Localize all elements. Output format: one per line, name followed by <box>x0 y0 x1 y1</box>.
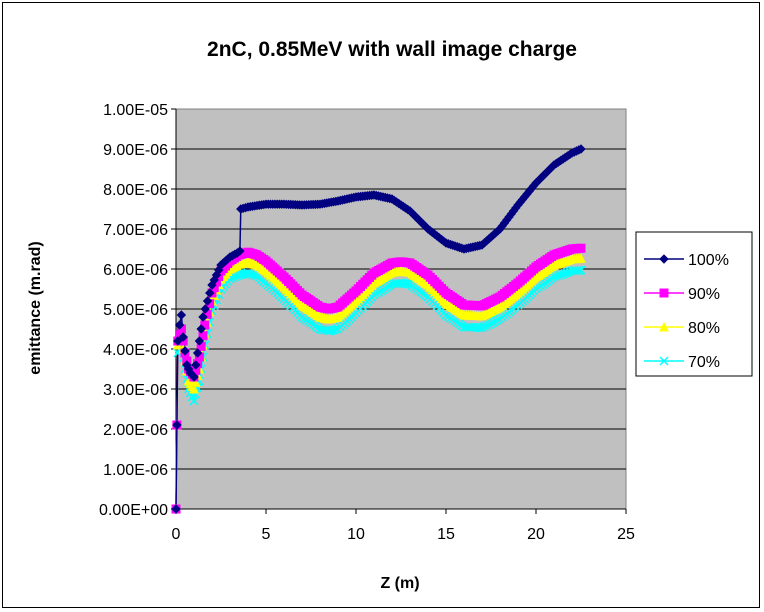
series-markers <box>171 144 586 514</box>
data-point <box>403 279 413 289</box>
y-tick-label: 5.00E-06 <box>103 302 168 319</box>
y-tick-label: 8.00E-06 <box>103 182 168 199</box>
data-point <box>481 321 492 331</box>
data-point <box>178 332 188 342</box>
legend-marker <box>659 321 669 332</box>
data-point <box>196 324 206 334</box>
data-point <box>229 272 240 282</box>
legend-box <box>635 231 753 377</box>
y-axis-label: emittance (m.rad) <box>27 241 44 374</box>
gridlines <box>171 108 627 514</box>
data-point <box>176 310 187 320</box>
data-point <box>192 348 203 358</box>
data-point <box>198 312 208 322</box>
legend: 100% 90% 80% 70% <box>635 231 753 377</box>
x-tick-label: 25 <box>617 526 635 543</box>
data-point <box>250 270 260 280</box>
data-point <box>488 317 498 327</box>
data-point <box>576 243 586 253</box>
data-point <box>171 504 181 514</box>
data-point <box>173 336 183 346</box>
data-point <box>235 246 245 256</box>
data-point <box>484 319 494 330</box>
y-tick-label: 4.00E-06 <box>103 342 168 359</box>
data-point <box>189 372 199 382</box>
data-point <box>576 253 586 263</box>
chart-title: 2nC, 0.85MeV with wall image charge <box>207 38 577 61</box>
x-tick-labels: 0 5 10 15 20 25 <box>172 526 635 543</box>
series-points-100% <box>171 144 586 514</box>
data-point <box>189 396 199 406</box>
data-point <box>331 324 341 335</box>
y-tick-labels: 0.00E+00 1.00E-06 2.00E-06 3.00E-06 4.00E-06… <box>99 102 168 519</box>
legend-label: 70% <box>688 354 720 371</box>
data-point <box>191 360 201 370</box>
data-point <box>189 383 199 394</box>
data-point <box>479 322 489 332</box>
legend-marker <box>659 356 669 366</box>
data-point <box>190 377 201 387</box>
series-points-70% <box>171 265 586 514</box>
data-point <box>477 323 487 333</box>
x-tick-label: 10 <box>347 526 365 543</box>
x-tick-label: 0 <box>172 526 181 543</box>
legend-marker <box>659 288 669 298</box>
y-tick-label: 1.00E-06 <box>103 462 168 479</box>
data-point <box>576 265 586 275</box>
y-tick-label: 0.00E+00 <box>99 502 168 519</box>
data-point <box>574 265 584 275</box>
x-tick-label: 5 <box>262 526 271 543</box>
data-point <box>172 420 182 430</box>
y-tick-label: 3.00E-06 <box>103 382 168 399</box>
data-point <box>486 318 496 328</box>
y-tick-label: 2.00E-06 <box>103 422 168 439</box>
data-point <box>205 288 215 298</box>
data-point <box>174 320 185 330</box>
data-point <box>490 316 501 326</box>
legend-label: 100% <box>688 252 729 269</box>
data-point <box>493 315 503 325</box>
y-tick-label: 7.00E-06 <box>103 222 168 239</box>
y-tick-label: 9.00E-06 <box>103 142 168 159</box>
legend-marker <box>659 254 669 264</box>
x-tick-label: 20 <box>527 526 545 543</box>
x-tick-label: 15 <box>437 526 455 543</box>
y-tick-label: 6.00E-06 <box>103 262 168 279</box>
legend-label: 90% <box>688 286 720 303</box>
data-point <box>202 296 213 306</box>
data-point <box>194 336 205 346</box>
data-point <box>200 304 210 314</box>
y-tick-label: 1.00E-05 <box>103 102 168 119</box>
x-axis-label: Z (m) <box>380 575 419 592</box>
legend-label: 80% <box>688 320 720 337</box>
data-point <box>576 144 586 154</box>
data-point <box>180 346 190 356</box>
